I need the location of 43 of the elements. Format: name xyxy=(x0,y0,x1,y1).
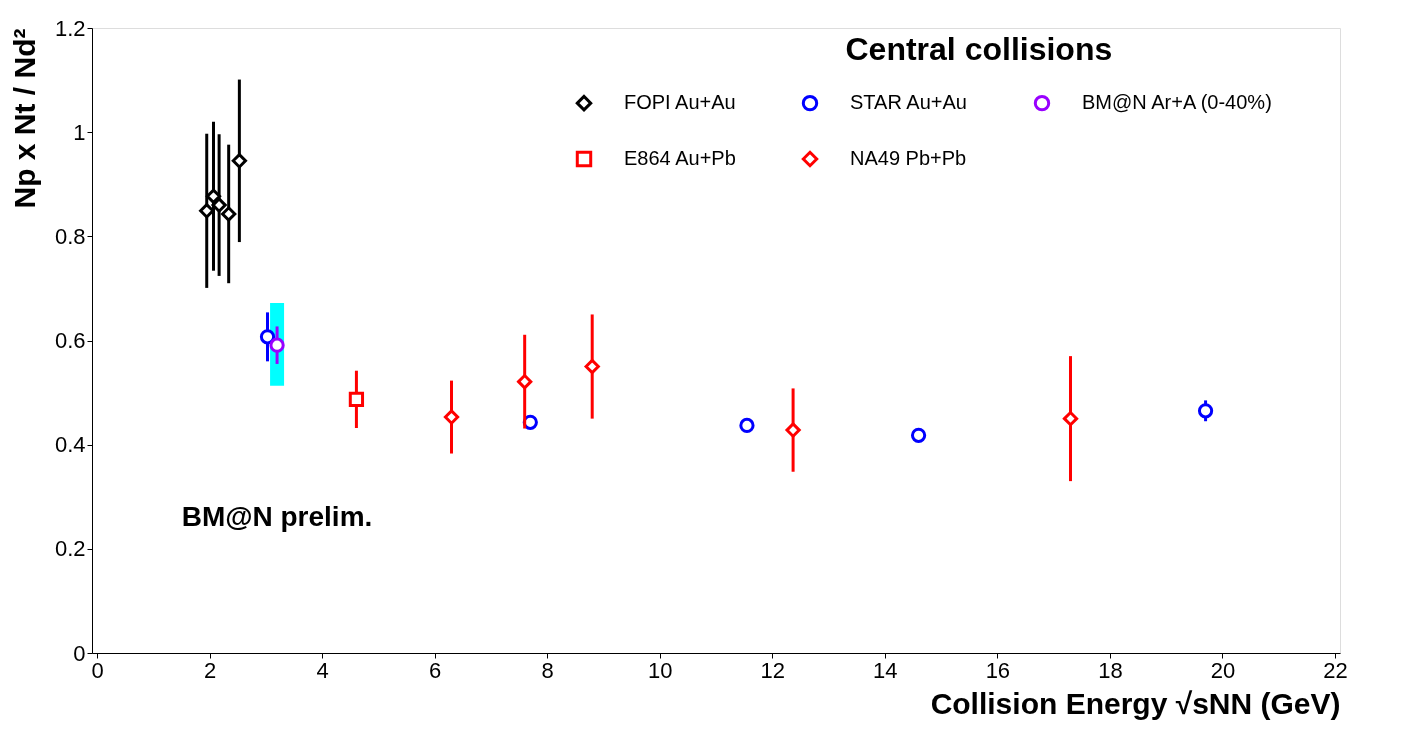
legend-label: NA49 Pb+Pb xyxy=(850,147,967,169)
x-tick-label: 20 xyxy=(1210,657,1236,683)
x-axis-title: Collision Energy √sNN (GeV) xyxy=(930,686,1341,720)
x-tick-label: 10 xyxy=(647,657,673,683)
point xyxy=(584,358,600,375)
y-tick-label: 0.8 xyxy=(54,223,86,249)
point xyxy=(1197,403,1214,419)
annotation: BM@N prelim. xyxy=(181,501,373,532)
point xyxy=(1062,411,1079,427)
y-tick-label: 0 xyxy=(73,640,86,666)
x-tick-label: 18 xyxy=(1098,657,1123,683)
point xyxy=(269,337,285,353)
chart-title: Central collisions xyxy=(845,31,1113,67)
y-axis-title: Np x Nt / Nd² xyxy=(7,28,41,209)
point xyxy=(443,409,460,425)
y-tick-label: 0.4 xyxy=(54,432,86,458)
point xyxy=(910,427,927,443)
point xyxy=(348,391,365,407)
point xyxy=(231,153,247,169)
point xyxy=(739,417,755,434)
x-tick-label: 12 xyxy=(760,657,786,683)
y-tick-label: 0.2 xyxy=(54,536,86,562)
y-tick-label: 1.2 xyxy=(54,15,86,41)
x-tick-label: 2 xyxy=(203,657,217,683)
point xyxy=(221,206,237,222)
x-tick-label: 4 xyxy=(316,657,329,683)
x-tick-label: 6 xyxy=(429,657,442,683)
point xyxy=(205,188,222,204)
x-tick-label: 14 xyxy=(873,657,898,683)
y-tick-label: 0.6 xyxy=(54,328,86,353)
legend-label: FOPI Au+Au xyxy=(624,91,736,114)
x-tick-label: 8 xyxy=(541,657,554,683)
legend-label: STAR Au+Au xyxy=(850,91,967,114)
x-tick-label: 16 xyxy=(985,657,1011,683)
x-tick-label: 0 xyxy=(91,657,104,683)
legend-label: E864 Au+Pb xyxy=(624,147,736,169)
point xyxy=(259,329,276,345)
legend-label: BM@N Ar+A (0-40%) xyxy=(1082,91,1272,114)
point xyxy=(785,422,801,438)
point xyxy=(517,374,533,390)
x-tick-label: 22 xyxy=(1323,657,1348,683)
point xyxy=(211,197,227,213)
y-tick-label: 1 xyxy=(73,119,86,145)
